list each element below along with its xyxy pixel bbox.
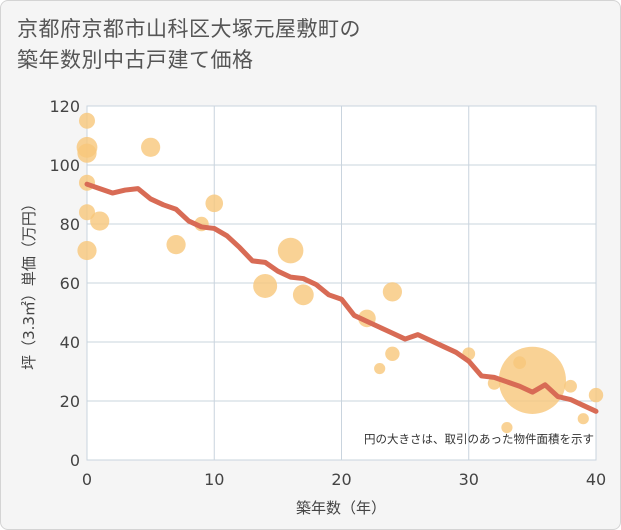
y-tick-label: 100 <box>49 156 80 175</box>
y-tick-label: 0 <box>70 451 80 470</box>
y-tick-label: 120 <box>49 97 80 116</box>
data-point <box>79 112 95 129</box>
data-point <box>277 237 304 264</box>
data-point <box>374 362 386 375</box>
y-tick-label: 80 <box>60 215 80 234</box>
data-point <box>292 284 314 306</box>
x-tick-label: 40 <box>586 470 606 489</box>
data-point <box>498 346 566 414</box>
x-tick-label: 30 <box>459 470 479 489</box>
data-point <box>253 273 278 298</box>
x-tick-label: 0 <box>82 470 92 489</box>
data-point <box>166 235 186 255</box>
chart-title: 京都府京都市山科区大塚元屋敷町の 築年数別中古戸建て価格 <box>17 14 361 76</box>
data-point <box>501 421 513 434</box>
x-axis-label: 築年数（年） <box>296 499 386 517</box>
title-line-1: 京都府京都市山科区大塚元屋敷町の <box>17 17 361 41</box>
x-tick-label: 20 <box>331 470 351 489</box>
data-point <box>577 413 589 425</box>
y-axis-label: 坪（3.3㎡）単価（万円） <box>20 196 38 370</box>
data-point <box>90 211 110 231</box>
size-legend-note: 円の大きさは、取引のあった物件面積を示す <box>364 432 594 446</box>
title-line-2: 築年数別中古戸建て価格 <box>17 48 254 72</box>
trend-line <box>84 181 599 414</box>
data-point <box>385 346 400 361</box>
data-point <box>382 282 402 302</box>
data-point <box>205 194 224 213</box>
y-tick-label: 40 <box>60 333 80 352</box>
tick-labels: 0 10 20 30 40 0 20 40 60 80 100 120 <box>49 97 606 489</box>
data-point <box>141 137 161 157</box>
data-point <box>588 387 604 403</box>
data-point <box>79 204 95 221</box>
data-point <box>77 240 97 261</box>
y-tick-label: 20 <box>60 392 80 411</box>
plot-border <box>86 105 597 461</box>
bubbles <box>76 112 604 434</box>
y-tick-label: 60 <box>60 274 80 293</box>
x-tick-label: 10 <box>204 470 224 489</box>
data-point <box>77 143 97 163</box>
data-point <box>564 379 577 393</box>
